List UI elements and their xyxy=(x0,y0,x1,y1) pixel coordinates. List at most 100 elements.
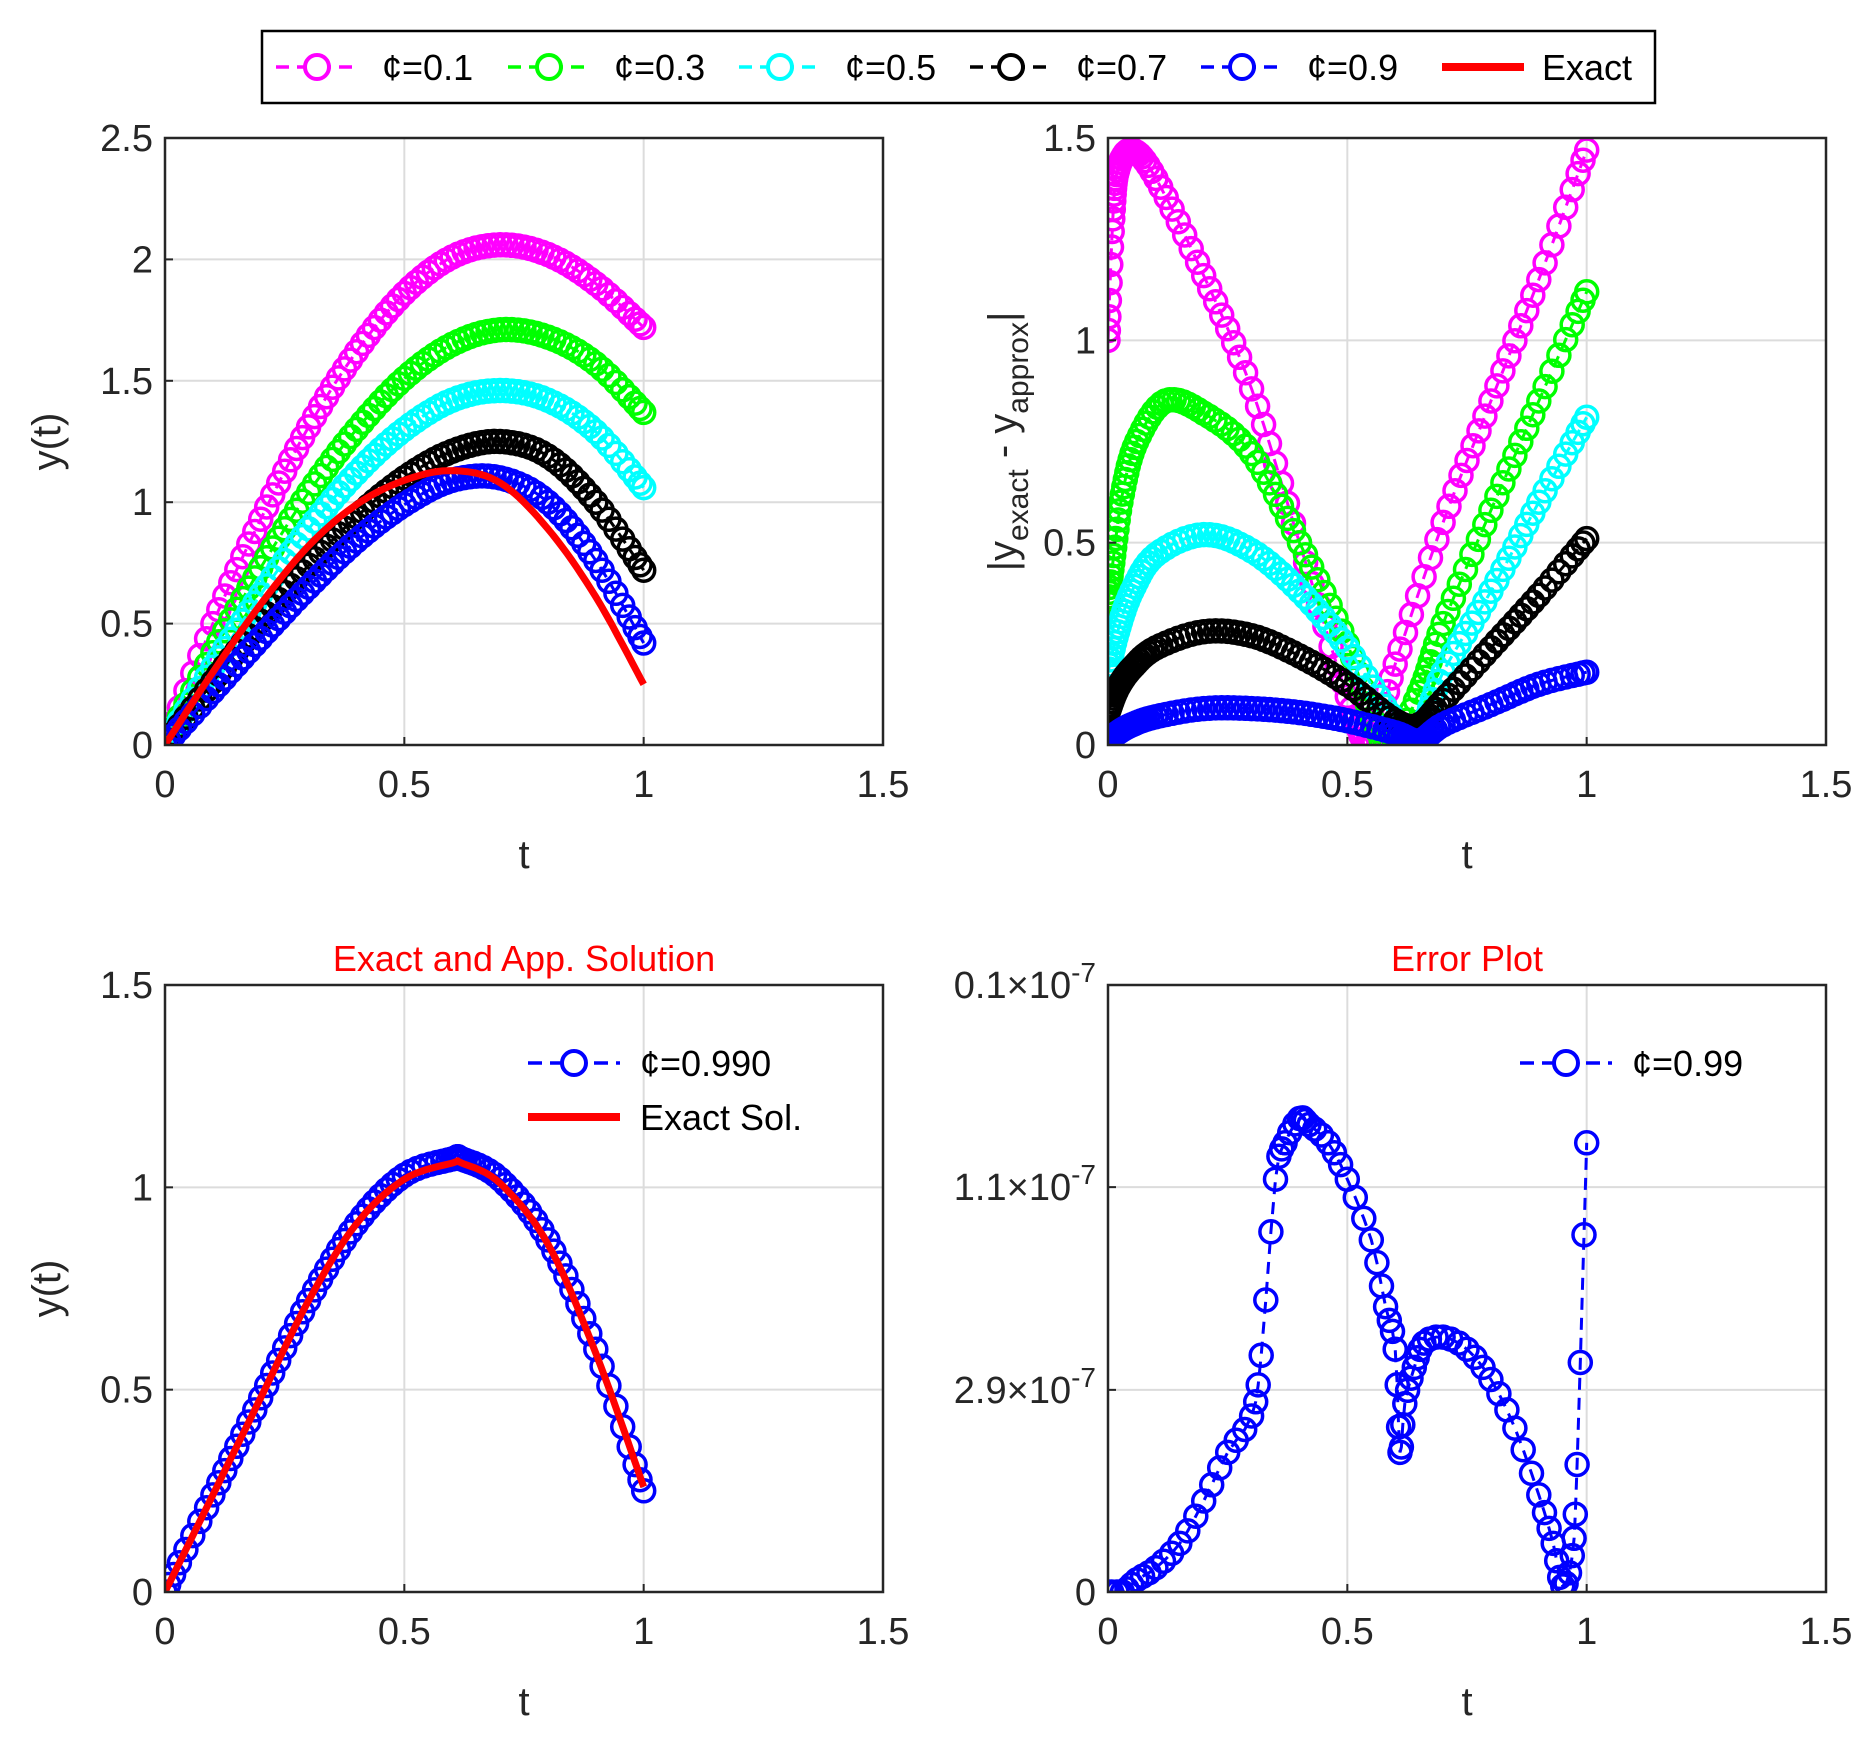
x-tick-label: 0 xyxy=(1097,1611,1118,1653)
data-point xyxy=(1490,469,1516,496)
series-markers-0-7 xyxy=(1108,525,1600,740)
data-point xyxy=(1292,541,1319,568)
data-point xyxy=(630,314,657,341)
data-point xyxy=(1553,1570,1579,1592)
data-point xyxy=(1108,234,1125,260)
y-tick-base: 1.1 xyxy=(954,1167,1007,1209)
data-point xyxy=(1562,1501,1589,1527)
data-point xyxy=(1546,453,1572,480)
data-point xyxy=(1459,541,1485,568)
data-point xyxy=(1446,571,1473,597)
data-point xyxy=(1532,478,1558,504)
data-point xyxy=(271,1335,298,1361)
data-point xyxy=(187,1508,213,1535)
chart-title: Error Plot xyxy=(1391,938,1543,979)
data-point xyxy=(242,518,268,545)
x-tick-label: 0 xyxy=(154,1611,175,1653)
data-point xyxy=(1510,1436,1536,1463)
data-point xyxy=(1108,269,1123,296)
data-point xyxy=(627,311,653,337)
data-point xyxy=(1150,1548,1177,1574)
panel-exact-vs-approx: 0 0.5 1 1.5 0 0.5 1 1.5 t y(t) Exact and App. Solu… xyxy=(25,938,909,1724)
data-point xyxy=(1502,442,1528,469)
data-point xyxy=(1298,554,1325,580)
data-point xyxy=(259,1360,286,1386)
y-tick-base: 2.9 xyxy=(954,1370,1007,1412)
data-point xyxy=(1376,1307,1403,1334)
y-tick-label: 0 xyxy=(132,725,153,767)
data-point xyxy=(627,395,653,422)
data-point xyxy=(1268,493,1295,520)
data-point xyxy=(627,552,653,578)
y-tick-label: 2.9×10-7 xyxy=(954,1362,1096,1412)
data-point xyxy=(1573,525,1600,552)
y-tick-mantissa: ×10 xyxy=(1007,965,1071,1007)
data-point xyxy=(1108,516,1130,543)
x-axis-label: t xyxy=(1461,833,1472,877)
data-point xyxy=(242,1397,268,1423)
series-markers-0-990 xyxy=(165,1143,657,1592)
data-point xyxy=(1514,297,1540,324)
y-tick-exponent: -7 xyxy=(1071,957,1096,988)
data-point xyxy=(1520,282,1546,308)
data-point xyxy=(1536,1515,1562,1542)
data-point xyxy=(1508,313,1534,339)
data-point xyxy=(247,506,274,532)
data-point xyxy=(1379,1318,1406,1345)
legend-marker xyxy=(303,53,331,81)
legend-marker xyxy=(560,1049,588,1077)
data-point xyxy=(1424,526,1450,553)
data-point xyxy=(1526,582,1552,609)
y-label-open: |y xyxy=(981,541,1025,571)
data-point xyxy=(1143,1554,1169,1581)
data-point xyxy=(1514,415,1540,442)
data-point xyxy=(1196,275,1223,302)
legend-marker xyxy=(997,53,1025,81)
data-point xyxy=(1573,659,1600,685)
data-point xyxy=(630,474,657,501)
data-point xyxy=(1208,302,1235,328)
top-legend: ¢=0.1 ¢=0.3 ¢=0.5 ¢=0.7 ¢=0.9 Exact xyxy=(260,29,1657,105)
data-point xyxy=(1552,550,1579,577)
data-point xyxy=(230,1421,256,1447)
data-point xyxy=(1286,529,1313,556)
data-point xyxy=(1559,1542,1586,1569)
x-axis-label: t xyxy=(518,833,529,877)
y-tick-label: 1.5 xyxy=(1043,118,1096,160)
legend-label: ¢=0.9 xyxy=(1307,47,1398,88)
data-point xyxy=(1178,235,1204,262)
data-point xyxy=(1442,477,1468,504)
plot-area xyxy=(1108,985,1826,1592)
y-tick-exponent: -7 xyxy=(1071,1159,1096,1190)
x-tick-label: 0.5 xyxy=(378,1611,431,1653)
x-tick-label: 0.5 xyxy=(1321,764,1374,806)
series-markers-0-99 xyxy=(1108,1105,1600,1592)
data-point xyxy=(1382,1336,1408,1362)
data-point xyxy=(1573,1130,1600,1156)
data-point xyxy=(1472,511,1498,538)
data-point xyxy=(1392,619,1419,646)
y-tick-base: 0 xyxy=(1075,1572,1096,1614)
y-tick-label: 0 xyxy=(1075,725,1096,767)
data-point xyxy=(1446,670,1473,696)
data-point xyxy=(622,306,648,332)
data-point xyxy=(247,1385,274,1411)
data-point xyxy=(630,630,657,656)
data-point xyxy=(212,1457,238,1484)
legend-marker xyxy=(1228,53,1256,81)
y-tick-label: 1 xyxy=(132,482,153,524)
x-tick-label: 1 xyxy=(633,1611,654,1653)
data-point xyxy=(1382,651,1408,677)
data-point xyxy=(1571,1222,1597,1248)
data-point xyxy=(1567,1349,1594,1376)
data-point xyxy=(583,489,609,515)
data-point xyxy=(206,1469,232,1496)
data-point xyxy=(1372,1293,1399,1320)
data-point xyxy=(1452,663,1479,689)
data-point xyxy=(166,1549,193,1576)
axes-box xyxy=(163,136,885,747)
data-point xyxy=(1454,1336,1480,1362)
series-dashed-line-0-3 xyxy=(165,327,645,745)
data-point xyxy=(1435,598,1461,625)
data-point xyxy=(173,1536,199,1563)
